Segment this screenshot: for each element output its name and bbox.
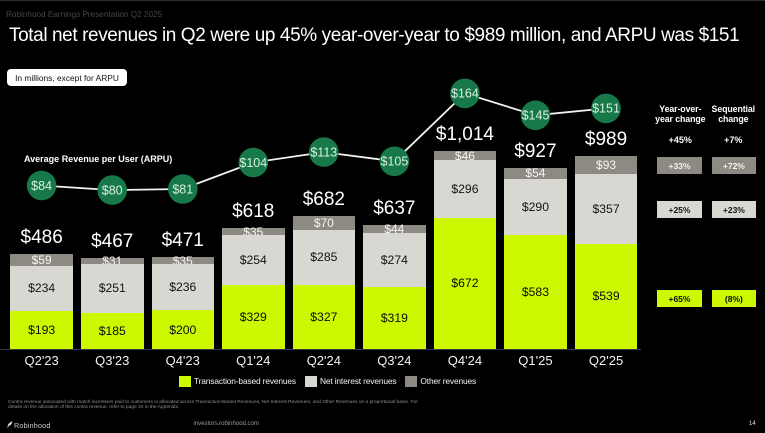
svg-text:$151: $151 [592,102,620,116]
svg-text:$105: $105 [380,155,408,169]
svg-text:$104: $104 [239,156,267,170]
svg-text:$164: $164 [451,87,479,101]
svg-text:$145: $145 [522,109,550,123]
svg-text:$81: $81 [172,182,193,196]
svg-text:$113: $113 [310,145,337,159]
svg-text:$80: $80 [102,183,123,197]
svg-text:$84: $84 [31,179,52,193]
